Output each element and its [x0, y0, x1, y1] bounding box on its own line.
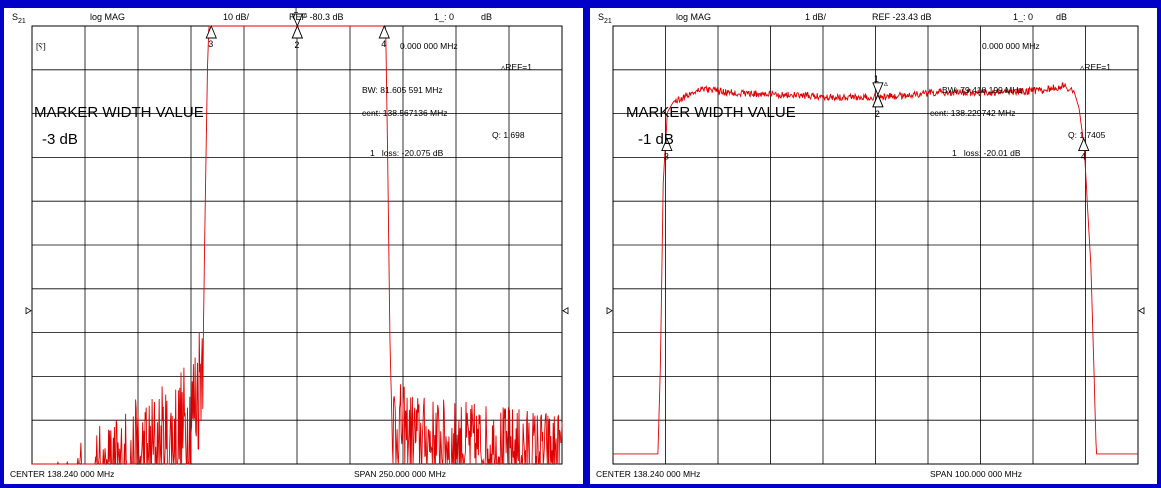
q-value: Q: 1.7405: [1068, 130, 1106, 140]
scale-label: 10 dB/: [223, 12, 250, 22]
format-label: log MAG: [676, 12, 712, 22]
format-label: log MAG: [90, 12, 126, 22]
marker-width-title: MARKER WIDTH VALUE: [626, 104, 796, 121]
param-label: S21: [12, 12, 26, 26]
center-frequency: CENTER 138.240 000 MHz: [10, 469, 115, 479]
marker-2-down: 2: [291, 13, 304, 50]
chart-svg-right: 1 ▵ 2 3 4: [606, 25, 1145, 465]
marker-label: 2: [294, 40, 299, 50]
marker-label: 1: [874, 74, 879, 84]
span-frequency: SPAN 100.000 000 MHz: [930, 469, 1022, 479]
marker-4: 4: [378, 24, 390, 49]
marker-triangle: [872, 93, 884, 108]
chart-panel-left: 1 ▵ 2 3 4 S21 log MAG 10 dB/ REF -80.3 dB 1_…: [4, 8, 583, 484]
width-level: -3 dB: [42, 131, 78, 148]
marker-triangle: [205, 24, 217, 39]
marker-label: 2: [875, 109, 880, 119]
ref-marker: ▵REF=1: [1080, 62, 1111, 72]
marker-4: 4: [1078, 137, 1090, 162]
bandwidth-value: BW: 79.418 199 MHz: [942, 85, 1023, 95]
marker-triangle: [1078, 137, 1090, 152]
marker-box-icon: [Ⲋ]: [36, 41, 46, 51]
center-frequency: CENTER 138.240 000 MHz: [596, 469, 701, 479]
marker-readout: 1_: 0: [434, 12, 455, 22]
marker-triangle: [378, 24, 390, 39]
ref-position-arrow-right: [562, 306, 569, 315]
marker-triangle: [872, 82, 884, 96]
chart-svg-left: 1 ▵ 2 3 4: [25, 8, 569, 466]
trace-line: [613, 81, 1138, 455]
marker-label: 3: [208, 39, 213, 49]
center-value: cent: 138.229742 MHz: [930, 108, 1016, 118]
marker-label: 4: [1081, 152, 1086, 162]
marker-freq: 0.000 000 MHz: [982, 41, 1040, 51]
marker-3: 3: [661, 137, 673, 162]
param-label: S21: [598, 12, 612, 26]
loss-value: 1_ loss: -20.075 dB: [370, 148, 444, 158]
marker-label: 4: [381, 39, 386, 49]
chart-panel-right: 1 ▵ 2 3 4 S21 log MAG 1 dB/ REF -23.43 dB 1_…: [590, 8, 1157, 484]
marker-label: 3: [664, 152, 669, 162]
span-frequency: SPAN 250.000 000 MHz: [354, 469, 446, 479]
ref-position-arrow-right: [1138, 306, 1145, 315]
scale-label: 1 dB/: [805, 12, 827, 22]
ref-level-label: REF -23.43 dB: [872, 12, 932, 22]
bandwidth-value: BW: 81.605 591 MHz: [362, 85, 443, 95]
ref-position-arrow-left: [606, 306, 613, 315]
marker-triangle: [661, 137, 673, 152]
loss-value: 1_ loss: -20.01 dB: [952, 148, 1021, 158]
marker-unit: dB: [481, 12, 493, 22]
marker-triangle: [291, 24, 304, 39]
active-marker-delta: ▵: [884, 79, 888, 88]
ref-position-arrow-left: [25, 306, 32, 315]
marker-3: 3: [205, 24, 217, 49]
marker-triangle: [291, 13, 304, 28]
marker-freq: 0.000 000 MHz: [400, 41, 458, 51]
active-marker-delta: ▵: [303, 10, 307, 19]
marker-readout: 1_: 0: [1013, 12, 1034, 22]
ref-marker: ▵REF=1: [501, 62, 532, 72]
marker-2-down: 2: [872, 82, 884, 119]
q-value: Q: 1.698: [492, 130, 525, 140]
width-level: -1 dB: [638, 131, 674, 148]
marker-width-title: MARKER WIDTH VALUE: [34, 104, 204, 121]
ref-level-label: REF -80.3 dB: [289, 12, 344, 22]
center-value: cent: 138.567136 MHz: [362, 108, 448, 118]
marker-unit: dB: [1056, 12, 1068, 22]
marker-label: 1: [293, 8, 298, 15]
